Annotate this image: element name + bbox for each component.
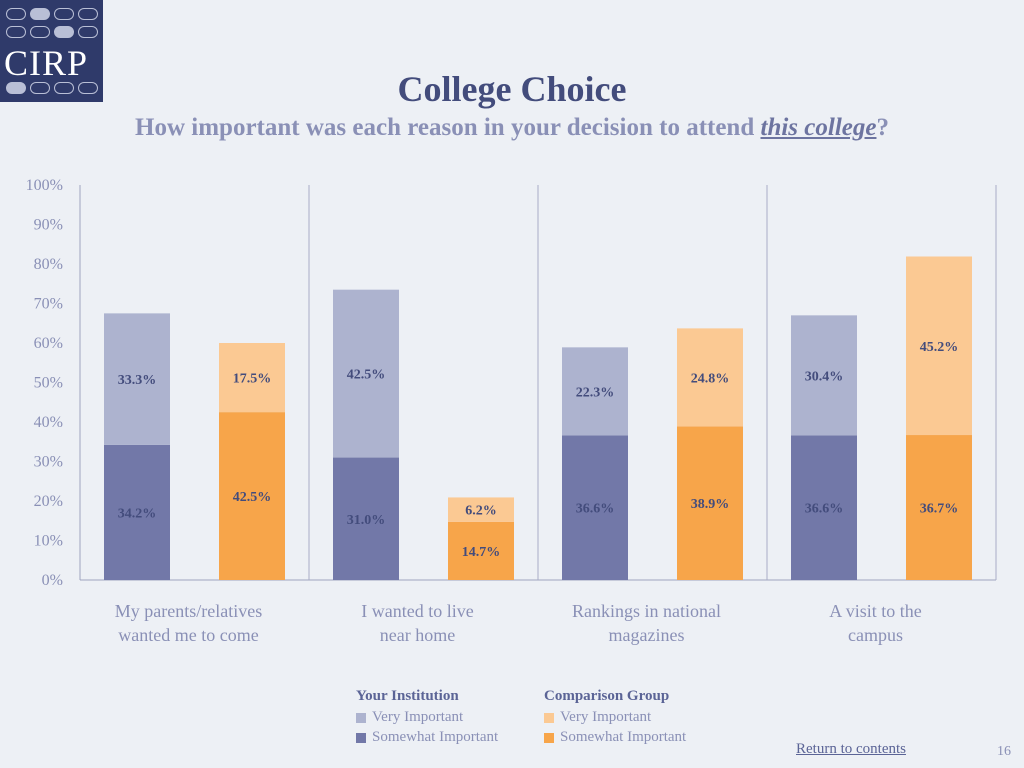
bar-segment xyxy=(104,444,170,580)
y-tick-label: 30% xyxy=(34,454,63,471)
bar-segment xyxy=(104,313,170,445)
bar-segment xyxy=(677,426,743,580)
subtitle-mark: ? xyxy=(876,114,889,141)
legend-item: Very Important xyxy=(544,709,686,726)
data-label: 42.5% xyxy=(233,490,272,505)
data-label: 38.9% xyxy=(691,497,730,512)
logo-dot xyxy=(6,82,26,94)
category-label-line: My parents/relatives xyxy=(115,601,262,621)
y-tick-label: 80% xyxy=(34,256,63,273)
bar-segment xyxy=(219,343,285,413)
legend-label: Somewhat Important xyxy=(560,729,687,745)
legend-group-title: Your Institution xyxy=(356,688,459,704)
category-label-line: I wanted to live xyxy=(361,601,473,621)
data-label: 34.2% xyxy=(118,506,157,521)
logo-dot xyxy=(54,82,74,94)
bar-segment xyxy=(562,347,628,436)
legend-item: Somewhat Important xyxy=(544,729,686,746)
category-label-line: A visit to the xyxy=(829,601,922,621)
legend-comparison-group: Comparison Group Very Important Somewhat… xyxy=(544,688,686,749)
category-label-line: wanted me to come xyxy=(118,625,258,645)
logo-dot xyxy=(54,8,74,20)
legend-item: Somewhat Important xyxy=(356,729,498,746)
y-tick-label: 20% xyxy=(34,493,63,510)
page-number: 16 xyxy=(997,744,1011,759)
bar-segment xyxy=(333,289,399,458)
bar-segment xyxy=(791,435,857,580)
return-to-contents-link[interactable]: Return to contents xyxy=(796,741,906,757)
legend-item: Very Important xyxy=(356,709,498,726)
legend-label: Very Important xyxy=(372,709,464,725)
bar-segment xyxy=(219,412,285,580)
bar-segment xyxy=(677,328,743,427)
cirp-logo: CIRP xyxy=(0,0,103,102)
bar-segment xyxy=(906,435,972,580)
data-label: 33.3% xyxy=(118,373,157,388)
legend-label: Very Important xyxy=(560,709,652,725)
category-label-line: Rankings in national xyxy=(572,601,721,621)
data-label: 14.7% xyxy=(462,545,501,560)
logo-dot xyxy=(30,8,50,20)
logo-dot xyxy=(78,8,98,20)
bar-segment xyxy=(562,435,628,580)
y-tick-label: 100% xyxy=(26,177,63,194)
data-label: 42.5% xyxy=(347,368,386,383)
data-label: 22.3% xyxy=(576,385,615,400)
y-tick-label: 10% xyxy=(34,533,63,550)
logo-dot xyxy=(6,26,26,38)
logo-dot xyxy=(54,26,74,38)
data-label: 17.5% xyxy=(233,372,272,387)
y-tick-label: 90% xyxy=(34,217,63,234)
category-label-line: magazines xyxy=(609,625,685,645)
category-label: Rankings in national magazines xyxy=(572,601,721,645)
subtitle-text: How important was each reason in your de… xyxy=(135,114,761,141)
data-label: 36.7% xyxy=(920,502,959,517)
data-label: 6.2% xyxy=(465,504,497,519)
y-tick-label: 0% xyxy=(42,572,63,589)
category-label-line: campus xyxy=(848,625,903,645)
category-label-line: near home xyxy=(380,625,455,645)
logo-dot xyxy=(30,26,50,38)
y-tick-label: 50% xyxy=(34,375,63,392)
logo-dot xyxy=(78,82,98,94)
data-label: 30.4% xyxy=(805,369,844,384)
data-label: 31.0% xyxy=(347,513,386,528)
data-label: 36.6% xyxy=(576,502,615,517)
bar-segment xyxy=(333,457,399,580)
logo-text: CIRP xyxy=(4,43,89,83)
logo-dot xyxy=(6,8,26,20)
bar-segment xyxy=(791,315,857,436)
bar-segment xyxy=(448,521,514,580)
legend-label: Somewhat Important xyxy=(372,729,499,745)
stacked-bar-chart: 0% 10% 20% 30% 40% 50% 60% 70% 80% 90% 100% 34.2% 33… xyxy=(26,177,997,645)
data-label: 45.2% xyxy=(920,340,959,355)
y-tick-label: 70% xyxy=(34,296,63,313)
logo-dot xyxy=(30,82,50,94)
page-subtitle: How important was each reason in your de… xyxy=(0,114,1024,142)
y-tick-label: 40% xyxy=(34,414,63,431)
category-label: My parents/relatives wanted me to come xyxy=(115,601,262,645)
legend-your-institution: Your Institution Very Important Somewhat… xyxy=(356,688,498,749)
bar-segment xyxy=(448,497,514,522)
legend-swatch xyxy=(544,732,554,743)
subtitle-emphasis: this college xyxy=(760,114,877,141)
category-label: I wanted to live near home xyxy=(361,601,473,645)
page-title: College Choice xyxy=(397,69,627,109)
legend-swatch xyxy=(356,712,366,723)
data-label: 24.8% xyxy=(691,371,730,386)
legend-swatch xyxy=(544,712,554,723)
y-tick-label: 60% xyxy=(34,335,63,352)
bar-segment xyxy=(906,256,972,436)
legend-group-title: Comparison Group xyxy=(544,688,670,704)
category-label: A visit to the campus xyxy=(829,601,922,645)
data-label: 36.6% xyxy=(805,502,844,517)
logo-dot xyxy=(78,26,98,38)
legend-swatch xyxy=(356,732,366,743)
